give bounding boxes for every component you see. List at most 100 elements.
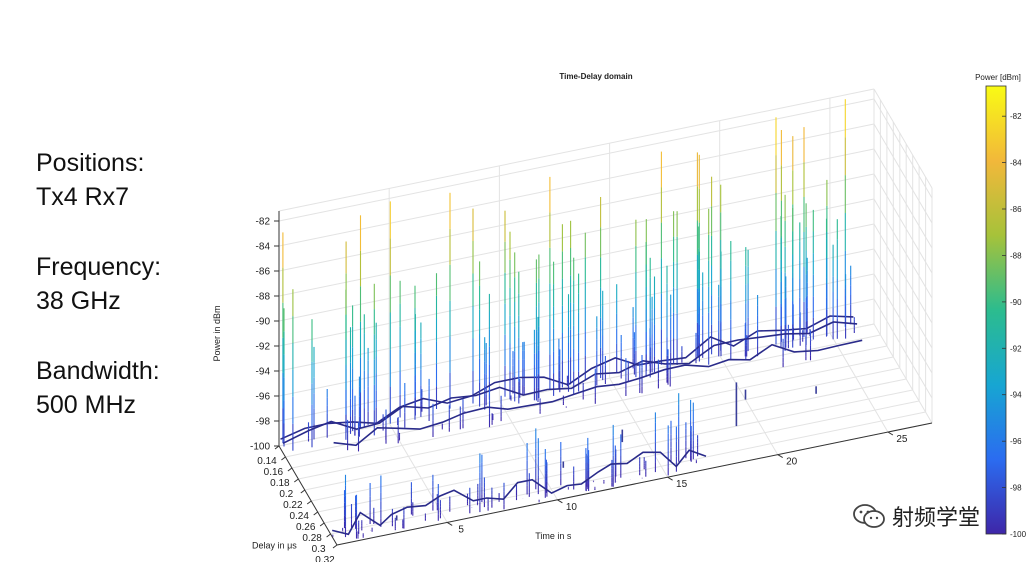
gridline-back-z [278,298,875,422]
x-tick [293,478,299,483]
gridline-floor-x [330,411,926,535]
gridline-back-z [278,148,875,272]
x-tick-label: 0.26 [296,522,316,533]
gridline-side-z [873,198,933,299]
bandwidth-group: Bandwidth: 500 MHz [36,354,161,422]
chart-grid [278,88,933,546]
y-axis-line [336,422,933,546]
colorbar-tick-label: -94 [1010,391,1022,400]
frequency-group: Frequency: 38 GHz [36,250,161,318]
x-tick-label: 0.24 [289,511,309,522]
surface-base-ridge [282,321,858,445]
gridline-floor-x [298,356,894,480]
x-tick-label: 0.22 [283,500,303,511]
colorbar-tick-label: -98 [1010,484,1022,493]
x-tick-label: 0.28 [302,533,322,544]
y-tick [887,431,894,436]
colorbar-gradient [985,85,1007,535]
x-axis-line [278,445,338,546]
bandwidth-value: 500 MHz [36,391,137,419]
x-tick [300,489,306,494]
gridline-back-z [278,273,875,397]
gridline-floor-x [291,345,888,469]
z-tick-label: -90 [256,317,271,328]
gridline-side-z [873,98,933,199]
gridline-floor-x [304,367,900,491]
x-tick [326,533,331,538]
colorbar-tick-label: -82 [1010,112,1022,121]
y-tick [557,499,563,504]
colorbar-tick-label: -84 [1010,159,1022,168]
chart-title: Time-Delay domain [559,72,632,81]
y-tick-label: 5 [458,524,464,535]
gridline-side-z [873,323,933,424]
gridline-side-z [873,223,933,324]
colorbar-label: Power [dBm] [975,73,1021,82]
x-tick [281,456,286,461]
gridline-side-z [873,248,933,349]
y-tick-label: 15 [676,479,688,490]
y-tick [777,454,783,459]
x-tick [319,522,325,527]
gridline-floor-x [323,400,920,524]
y-axis-label: Time in s [535,531,572,541]
x-tick-label: 0.16 [264,467,284,478]
z-tick-label: -92 [256,342,271,353]
gridline-back-z [278,123,875,247]
gridline-floor-y [829,332,889,433]
positions-group: Positions: Tx4 Rx7 [36,146,161,214]
y-tick [446,521,453,526]
colorbar-tick-label: -86 [1010,205,1022,214]
x-axis-label: Delay in μs [252,541,297,551]
x-tick [332,544,338,549]
colorbar-tick-label: -96 [1010,437,1022,446]
surface-cluster-3 [332,393,707,539]
surface-plot [280,99,863,539]
colorbar-tick-label: -90 [1010,298,1022,307]
x-tick [313,511,319,516]
colorbar-tick-label: -88 [1010,252,1022,261]
positions-value: Tx4 Rx7 [36,183,130,211]
gridline-back-z [278,173,875,297]
gridline-back-top [278,88,875,212]
y-tick-label: 25 [896,434,908,445]
chart-axes: -100-98-96-94-92-90-88-86-84-820.140.160… [212,211,933,562]
z-tick-label: -88 [256,292,271,303]
gridline-side-z [873,173,933,274]
colorbar: -100 -98 -96 -94 -92 -90 -88 -86 -84 -82 Power [dB… [975,73,1026,539]
gridline-floor-x [311,378,907,502]
z-tick-label: -86 [256,267,271,278]
gridline-side-z [873,123,933,224]
x-tick-label: 0.3 [312,544,326,555]
watermark-text: 射频学堂 [892,506,981,531]
watermark: 射频学堂 [852,500,980,532]
gridline-floor-y [719,355,779,455]
z-tick-label: -96 [256,392,271,403]
z-tick-label: -84 [256,242,271,253]
bandwidth-label: Bandwidth: [36,357,160,385]
z-tick-label: -100 [250,442,270,453]
surface-base-ridge [332,449,707,536]
x-tick-label: 0.32 [315,555,335,562]
z-tick-label: -98 [256,417,271,428]
x-tick [274,445,280,450]
x-tick [306,500,312,505]
gridline-side-z [873,298,933,399]
gridline-back-z [278,223,875,347]
x-tick-label: 0.2 [279,489,293,500]
y-tick-label: 20 [786,457,798,468]
gridline-floor-y [609,377,669,478]
surface-base-ridge [333,339,863,447]
z-axis-label: Power in dBm [212,305,222,361]
gridline-back-z [278,98,875,222]
wechat-icon [853,504,885,528]
gridline-side-z [873,148,933,249]
z-tick-label: -94 [256,367,271,378]
positions-label: Positions: [36,149,145,177]
colorbar-tick-label: -92 [1010,344,1022,353]
z-tick-label: -82 [256,217,271,228]
gridline-back-z [278,198,875,322]
frequency-label: Frequency: [36,253,162,281]
gridline-side-top [873,88,933,189]
